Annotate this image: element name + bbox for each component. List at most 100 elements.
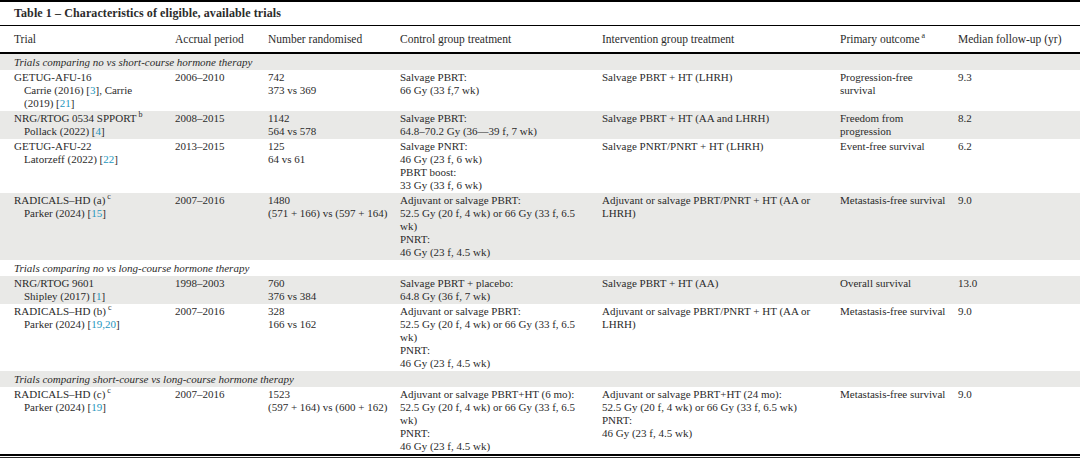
cell-line: 46 Gy (23 f, 6 wk) [400, 153, 590, 166]
cell-line: 166 vs 162 [268, 318, 388, 331]
column-header-number-randomised: Number randomised [268, 26, 400, 53]
citation-ref-link[interactable]: 19 [91, 401, 102, 413]
accrual-period-cell: 1998–2003 [175, 276, 268, 304]
cell-line: Metastasis-free survival [840, 388, 946, 401]
median-followup-cell: 13.0 [958, 276, 1080, 304]
trial-citation: Carrie (2016) [3], Carrie (2019) [21] [14, 84, 163, 110]
cell-line: Progression-free survival [840, 71, 946, 97]
cell-line: 8.2 [958, 112, 1068, 125]
primary-outcome-cell: Metastasis-free survival [840, 387, 958, 454]
accrual-period-cell: 2007–2016 [175, 387, 268, 454]
column-header-primary-outcome: Primary outcome a [840, 26, 958, 53]
cell-line: 9.0 [958, 388, 1068, 401]
trial-citation: Shipley (2017) [1] [14, 290, 163, 303]
column-header-label: Primary outcome [840, 33, 920, 45]
citation-text: Parker (2024) [ [24, 318, 91, 330]
cell-line: 2006–2010 [175, 71, 256, 84]
table-row: NRG/RTOG 0534 SPPORT bPollack (2022) [4]… [0, 111, 1080, 139]
trials-table: TrialAccrual periodNumber randomisedCont… [0, 26, 1080, 454]
control-treatment-cell: Adjuvant or salvage PBRT:52.5 Gy (20 f, … [400, 193, 602, 260]
median-followup-cell: 9.0 [958, 387, 1080, 454]
cell-line: Freedom from progression [840, 112, 946, 138]
column-header-median-follow-up-yr: Median follow-up (yr) [958, 26, 1080, 53]
trial-name: RADICALS–HD (b) c [14, 305, 163, 318]
citation-text: Shipley (2017) [ [24, 290, 96, 302]
section-heading: Trials comparing short-course vs long-co… [0, 371, 1080, 387]
section-heading-row: Trials comparing no vs short-course horm… [0, 53, 1080, 70]
table-row: GETUG-AFU-22Latorzeff (2022) [22]2013–20… [0, 139, 1080, 193]
cell-line: 13.0 [958, 277, 1068, 290]
cell-line: 2007–2016 [175, 388, 256, 401]
intervention-treatment-cell: Adjuvant or salvage PBRT+HT (24 mo):52.5… [602, 387, 840, 454]
citation-ref-link[interactable]: 21 [60, 97, 71, 109]
cell-line: 52.5 Gy (20 f, 4 wk) or 66 Gy (33 f, 6.5… [602, 401, 828, 414]
cell-line: 33 Gy (33 f, 6 wk) [400, 179, 590, 192]
cell-line: 1523 [268, 388, 388, 401]
cell-line: 125 [268, 140, 388, 153]
citation-ref-link[interactable]: 22 [103, 153, 114, 165]
citation-text: ] [102, 290, 106, 302]
cell-line: 52.5 Gy (20 f, 4 wk) or 66 Gy (33 f, 6.5… [400, 318, 590, 344]
cell-line: Salvage PBRT + HT (AA) [602, 277, 828, 290]
number-randomised-cell: 328166 vs 162 [268, 304, 400, 371]
cell-line: PNRT: [400, 344, 590, 357]
cell-line: 52.5 Gy (20 f, 4 wk) or 66 Gy (33 f, 6.5… [400, 401, 590, 427]
column-header-label: Number randomised [268, 33, 362, 45]
footnote-marker: c [105, 192, 111, 201]
number-randomised-cell: 742373 vs 369 [268, 70, 400, 111]
column-header-label: Accrual period [175, 33, 244, 45]
cell-line: Salvage PBRT + HT (AA and LHRH) [602, 112, 828, 125]
trial-name: RADICALS–HD (a) c [14, 194, 163, 207]
table-row: RADICALS–HD (a) cParker (2024) [15] 2007–… [0, 193, 1080, 260]
cell-line: 2008–2015 [175, 112, 256, 125]
trial-name: GETUG-AFU-22 [14, 140, 163, 153]
trial-name: NRG/RTOG 0534 SPPORT b [14, 112, 163, 125]
primary-outcome-cell: Event-free survival [840, 139, 958, 193]
intervention-treatment-cell: Adjuvant or salvage PBRT/PNRT + HT (AA o… [602, 193, 840, 260]
cell-line: Adjuvant or salvage PBRT: [400, 194, 590, 207]
intervention-treatment-cell: Adjuvant or salvage PBRT/PNRT + HT (AA o… [602, 304, 840, 371]
trial-name: RADICALS–HD (c) c [14, 388, 163, 401]
footnote-marker: c [106, 303, 112, 312]
citation-text: ] [116, 318, 120, 330]
citation-ref-link[interactable]: 15 [91, 207, 102, 219]
citation-ref-link[interactable]: 19,20 [91, 318, 116, 330]
trial-citation: Parker (2024) [19] [14, 401, 163, 414]
intervention-treatment-cell: Salvage PBRT + HT (AA and LHRH) [602, 111, 840, 139]
cell-line: 6.2 [958, 140, 1068, 153]
column-header-trial: Trial [0, 26, 175, 53]
cell-line: Adjuvant or salvage PBRT/PNRT + HT (AA o… [602, 194, 828, 220]
primary-outcome-cell: Metastasis-free survival [840, 193, 958, 260]
control-treatment-cell: Salvage PNRT:46 Gy (23 f, 6 wk)PBRT boos… [400, 139, 602, 193]
cell-line: Event-free survival [840, 140, 946, 153]
citation-text: Carrie (2016) [ [24, 84, 90, 96]
control-treatment-cell: Salvage PBRT:66 Gy (33 f,7 wk) [400, 70, 602, 111]
cell-line: 46 Gy (23 f, 4.5 wk) [400, 440, 590, 453]
cell-line: Salvage PNRT: [400, 140, 590, 153]
number-randomised-cell: 1142564 vs 578 [268, 111, 400, 139]
citation-text: ] [102, 207, 106, 219]
citation-text: Parker (2024) [ [24, 401, 91, 413]
intervention-treatment-cell: Salvage PNRT/PNRT + HT (LHRH) [602, 139, 840, 193]
cell-line: Salvage PBRT + HT (LHRH) [602, 71, 828, 84]
cell-line: 1142 [268, 112, 388, 125]
cell-line: 376 vs 384 [268, 290, 388, 303]
citation-text: ] [101, 125, 105, 137]
citation-text: ] [102, 401, 106, 413]
intervention-treatment-cell: Salvage PBRT + HT (LHRH) [602, 70, 840, 111]
cell-line: Metastasis-free survival [840, 305, 946, 318]
cell-line: Salvage PBRT + placebo: [400, 277, 590, 290]
table-row: GETUG-AFU-16Carrie (2016) [3], Carrie (2… [0, 70, 1080, 111]
cell-line: Adjuvant or salvage PBRT+HT (6 mo): [400, 388, 590, 401]
cell-line: 328 [268, 305, 388, 318]
cell-line: Salvage PBRT: [400, 71, 590, 84]
cell-line: 64.8 Gy (36 f, 7 wk) [400, 290, 590, 303]
cell-line: 760 [268, 277, 388, 290]
cell-line: 2007–2016 [175, 194, 256, 207]
trial-cell: GETUG-AFU-16Carrie (2016) [3], Carrie (2… [0, 70, 175, 111]
number-randomised-cell: 760376 vs 384 [268, 276, 400, 304]
cell-line: 1480 [268, 194, 388, 207]
cell-line: 46 Gy (23 f, 4.5 wk) [602, 427, 828, 440]
column-header-label: Trial [14, 33, 36, 45]
citation-text: Parker (2024) [ [24, 207, 91, 219]
